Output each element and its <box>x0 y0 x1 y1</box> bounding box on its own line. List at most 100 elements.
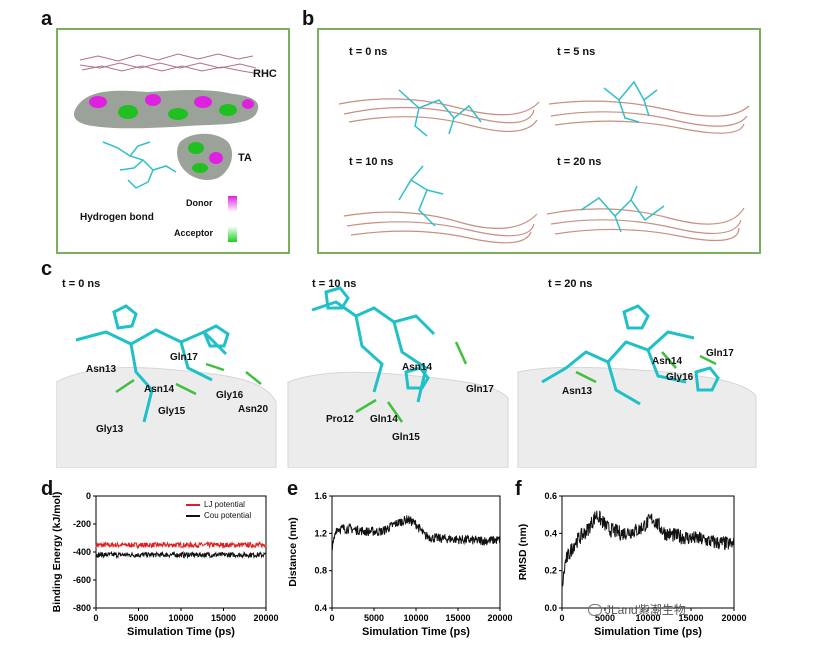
series-line-1 <box>331 515 501 551</box>
panel-c: t = 0 ns t = 10 ns t = 20 ns Gln17 Asn13… <box>55 272 766 469</box>
x-axis-title: Simulation Time (ps) <box>362 626 470 638</box>
acceptor-swatch <box>228 226 237 242</box>
res-label: Asn14 <box>402 362 433 373</box>
res-label: Gly16 <box>666 372 694 383</box>
y-tick-label: -600 <box>73 575 91 585</box>
y-axis-title: Binding Energy (kJ/mol) <box>51 492 63 613</box>
res-label: Asn20 <box>238 404 269 415</box>
rhc-label: RHC <box>253 68 277 80</box>
y-tick-label: 0.6 <box>544 491 557 501</box>
chart-e: 1.6 1.2 0.8 0.40 5000 10000 15000 20000 Simulati… <box>287 491 513 638</box>
res-label: Asn13 <box>562 386 593 397</box>
protein-surface-0 <box>55 367 277 469</box>
panel-b-figure <box>338 80 750 244</box>
panel-letter-e: e <box>287 478 299 500</box>
res-label: Gln17 <box>170 352 198 363</box>
time-label-10: t = 10 ns <box>349 156 394 168</box>
x-tick-label: 20000 <box>721 613 746 623</box>
res-label: Asn14 <box>144 384 175 395</box>
y-tick-label: 0 <box>86 491 91 501</box>
x-tick-label: 10000 <box>168 613 193 623</box>
x-tick-label: 15000 <box>678 613 703 623</box>
chart-f: 0.6 0.4 0.2 0.00 5000 10000 15000 20000 Simulati… <box>517 491 747 638</box>
residues-1 <box>355 341 468 423</box>
y-axis-title: RMSD (nm) <box>517 524 529 581</box>
md-snapshot-t10 <box>343 165 538 244</box>
c-time-1: t = 10 ns <box>312 278 357 290</box>
panel-letter-b: b <box>302 8 315 30</box>
plot-frame <box>331 495 501 609</box>
watermark: JLand紫潮生物 <box>588 601 686 618</box>
donor-swatch <box>228 196 237 212</box>
time-label-20: t = 20 ns <box>557 156 602 168</box>
panel-a-box: RHC TA Donor Hydrogen bond Acceptor <box>56 28 290 254</box>
y-tick-label: 0.4 <box>544 528 557 538</box>
x-tick-label: 0 <box>329 613 334 623</box>
md-snapshot-t5 <box>548 80 750 134</box>
panel-letter-f: f <box>515 478 522 500</box>
ta-surface <box>177 133 233 181</box>
x-axis-title: Simulation Time (ps) <box>594 626 702 638</box>
res-label: Gly15 <box>158 406 186 417</box>
x-tick-label: 15000 <box>445 613 470 623</box>
x-tick-label: 5000 <box>595 613 615 623</box>
legend-item-lj: LJ potential <box>186 500 251 509</box>
panel-letter-d: d <box>41 478 54 500</box>
md-snapshot-t20 <box>546 185 745 242</box>
watermark-text: JLand紫潮生物 <box>605 603 686 617</box>
hbond-label: Hydrogen bond <box>80 212 154 223</box>
legend-label: Cou potential <box>204 511 252 520</box>
res-label: Asn13 <box>86 364 117 375</box>
res-label: Gly13 <box>96 424 124 435</box>
x-tick-label: 0 <box>559 613 564 623</box>
acceptor-label: Acceptor <box>174 228 214 238</box>
rhc-hbond-patches <box>89 94 254 120</box>
time-label-0: t = 0 ns <box>349 46 388 58</box>
res-label: Gln17 <box>466 384 494 395</box>
series-line-1 <box>561 510 735 590</box>
y-tick-label: 0.2 <box>544 566 557 576</box>
y-axis-title: Distance (nm) <box>287 517 299 586</box>
donor-label: Donor <box>186 198 213 208</box>
y-tick-label: 1.6 <box>314 491 327 501</box>
res-label: Gln17 <box>706 348 734 359</box>
legend-swatch <box>186 503 200 506</box>
res-label: Gln14 <box>370 414 398 425</box>
series-line-1 <box>95 540 267 550</box>
legend-d: LJ potential Cou potential <box>186 500 251 520</box>
x-tick-label: 15000 <box>211 613 236 623</box>
x-tick-label: 10000 <box>403 613 428 623</box>
legend-label: LJ potential <box>204 500 245 509</box>
res-label: Pro12 <box>326 414 354 425</box>
panel-a-figure <box>73 53 259 242</box>
legend-item-cou: Cou potential <box>186 511 251 520</box>
wechat-icon <box>588 603 602 616</box>
y-tick-label: 0.0 <box>544 603 557 613</box>
residues-2 <box>575 351 717 384</box>
res-label: Gly16 <box>216 390 244 401</box>
legend-swatch <box>186 514 200 517</box>
y-tick-label: -800 <box>73 603 91 613</box>
y-tick-label: 0.8 <box>314 566 327 576</box>
ligand-2 <box>541 304 720 406</box>
plot-frame <box>561 495 735 609</box>
ta-label: TA <box>238 152 252 164</box>
panel-b-box: t = 0 ns t = 5 ns t = 10 ns t = 20 ns <box>317 28 761 254</box>
residues-0 <box>115 362 262 396</box>
x-tick-label: 0 <box>93 613 98 623</box>
panel-c-figure <box>55 286 757 469</box>
x-axis-title: Simulation Time (ps) <box>127 626 235 638</box>
ta-stick-model <box>102 141 177 189</box>
rhc-surface <box>73 90 259 129</box>
rhc-stick-model <box>79 53 257 74</box>
panel-letter-a: a <box>41 8 53 30</box>
ligand-0 <box>75 304 230 423</box>
series-line-2 <box>95 550 267 560</box>
x-tick-label: 5000 <box>128 613 148 623</box>
ligand-1 <box>311 286 436 403</box>
x-tick-label: 10000 <box>635 613 660 623</box>
panel-letter-c: c <box>41 258 53 280</box>
c-time-2: t = 20 ns <box>548 278 593 290</box>
protein-surface-2 <box>517 366 757 469</box>
